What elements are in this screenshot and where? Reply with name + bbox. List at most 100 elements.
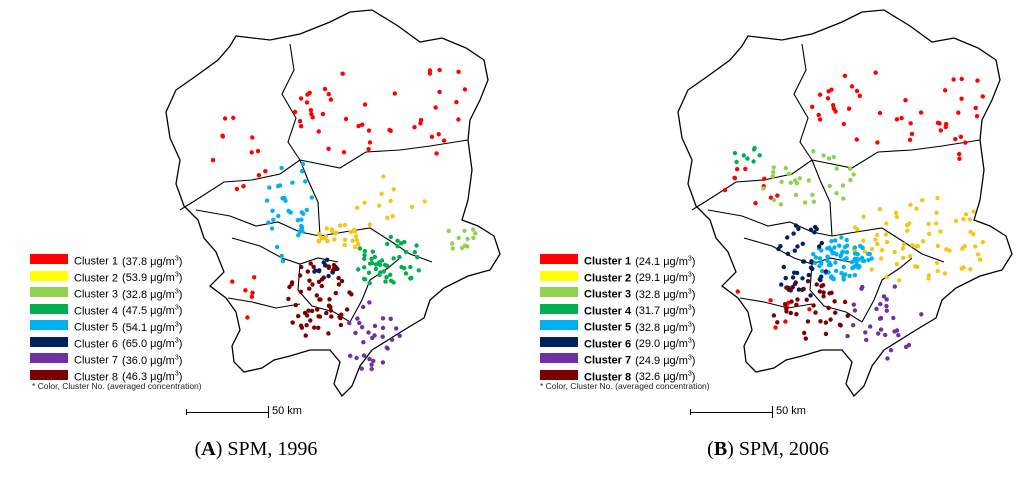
prefecture-border xyxy=(281,43,301,161)
monitoring-station-dot xyxy=(934,221,939,226)
monitoring-station-dot xyxy=(844,237,849,243)
monitoring-station-dot xyxy=(377,272,382,278)
monitoring-station-dot xyxy=(454,99,459,105)
monitoring-station-dot xyxy=(813,310,818,315)
monitoring-station-dot xyxy=(771,165,776,170)
monitoring-station-dot xyxy=(831,250,837,256)
prefecture-border xyxy=(831,227,945,263)
monitoring-station-dot xyxy=(437,89,442,95)
legend-value: (31.7 μg/m3) xyxy=(635,304,696,318)
monitoring-station-dot xyxy=(847,273,852,279)
legend-value: (24.9 μg/m3) xyxy=(635,354,696,367)
monitoring-station-dot xyxy=(380,334,385,339)
monitoring-station-dot xyxy=(303,179,308,184)
monitoring-station-dot xyxy=(851,302,856,307)
monitoring-station-dot xyxy=(348,353,353,358)
monitoring-station-dot xyxy=(817,244,822,249)
monitoring-station-dot xyxy=(857,93,862,99)
legend-item-cluster-2: Cluster 2 (53.9 μg/m3) xyxy=(30,269,260,286)
monitoring-station-dot xyxy=(326,303,332,308)
monitoring-station-dot xyxy=(362,200,367,205)
monitoring-station-dot xyxy=(861,238,866,243)
monitoring-station-dot xyxy=(823,331,829,337)
monitoring-station-dot xyxy=(907,254,913,259)
legend-item-cluster-2: Cluster 2 (29.1 μg/m3) xyxy=(540,269,770,286)
monitoring-station-dot xyxy=(833,310,838,315)
monitoring-station-dot xyxy=(801,259,807,264)
legend-swatch xyxy=(540,353,578,363)
monitoring-station-dot xyxy=(395,244,400,249)
monitoring-station-dot xyxy=(973,244,978,249)
legend-item-cluster-4: Cluster 4 (47.5 μg/m3) xyxy=(30,302,260,319)
monitoring-station-dot xyxy=(877,316,883,321)
legend-swatch xyxy=(540,369,578,380)
monitoring-station-dot xyxy=(857,264,862,269)
monitoring-station-dot xyxy=(337,223,343,228)
monitoring-station-dot xyxy=(841,121,846,127)
caption-text-b: ) SPM, 2006 xyxy=(727,438,829,460)
monitoring-station-dot xyxy=(778,244,783,249)
monitoring-station-dot xyxy=(831,103,836,108)
monitoring-station-dot xyxy=(852,245,858,250)
caption-letter-b: B xyxy=(713,438,728,460)
monitoring-station-dot xyxy=(809,259,814,264)
monitoring-station-dot xyxy=(210,157,216,163)
monitoring-station-dot xyxy=(437,67,442,73)
monitoring-station-dot xyxy=(785,251,791,256)
monitoring-station-dot xyxy=(380,316,386,321)
monitoring-station-dot xyxy=(786,171,792,177)
monitoring-station-dot xyxy=(298,96,304,101)
monitoring-station-dot xyxy=(840,183,846,188)
monitoring-station-dot xyxy=(297,273,303,278)
monitoring-station-dot xyxy=(290,180,295,185)
monitoring-station-dot xyxy=(881,294,887,299)
monitoring-station-dot xyxy=(790,275,796,280)
monitoring-station-dot xyxy=(319,277,325,282)
monitoring-station-dot xyxy=(796,287,802,292)
monitoring-station-dot xyxy=(907,137,913,142)
monitoring-station-dot xyxy=(826,305,831,311)
monitoring-station-dot xyxy=(722,187,728,193)
monitoring-station-dot xyxy=(298,124,304,129)
monitoring-station-dot xyxy=(768,195,774,200)
monitoring-station-dot xyxy=(775,193,780,198)
monitoring-station-dot xyxy=(831,154,836,160)
legend-value: (47.5 μg/m3) xyxy=(122,304,183,318)
monitoring-station-dot xyxy=(818,277,823,283)
monitoring-station-dot xyxy=(832,245,837,250)
monitoring-station-dot xyxy=(350,238,355,243)
monitoring-station-dot xyxy=(844,250,850,255)
monitoring-station-dot xyxy=(351,227,356,233)
monitoring-station-dot xyxy=(908,202,913,207)
monitoring-station-dot xyxy=(926,273,932,278)
monitoring-station-dot xyxy=(293,302,298,308)
monitoring-station-dot xyxy=(808,227,814,232)
monitoring-station-dot xyxy=(959,76,964,82)
monitoring-station-dot xyxy=(456,117,461,122)
monitoring-station-dot xyxy=(942,88,948,93)
legend-item-cluster-3: Cluster 3 (32.8 μg/m3) xyxy=(540,285,770,302)
monitoring-station-dot xyxy=(292,109,298,115)
monitoring-station-dot xyxy=(892,329,897,334)
monitoring-station-dot xyxy=(843,272,848,277)
monitoring-station-dot xyxy=(231,115,236,121)
monitoring-station-dot xyxy=(312,325,317,330)
monitoring-station-dot xyxy=(839,270,844,276)
legend-swatch xyxy=(540,336,578,347)
prefecture-border xyxy=(349,257,401,323)
monitoring-station-dot xyxy=(782,302,788,307)
legend-value: (29.1 μg/m3) xyxy=(635,271,696,285)
monitoring-station-dot xyxy=(373,266,379,272)
monitoring-station-dot xyxy=(858,243,863,249)
monitoring-station-dot xyxy=(937,121,942,126)
monitoring-station-dot xyxy=(230,279,235,284)
monitoring-station-dot xyxy=(779,282,784,287)
monitoring-station-dot xyxy=(323,262,328,268)
caption-b: (B) SPM, 2006 xyxy=(707,438,829,460)
monitoring-station-dot xyxy=(362,253,367,258)
monitoring-station-dot xyxy=(879,248,885,253)
monitoring-station-dot xyxy=(861,258,867,264)
monitoring-station-dot xyxy=(883,332,888,338)
monitoring-station-dot xyxy=(422,199,427,204)
legend-swatch xyxy=(30,254,68,264)
